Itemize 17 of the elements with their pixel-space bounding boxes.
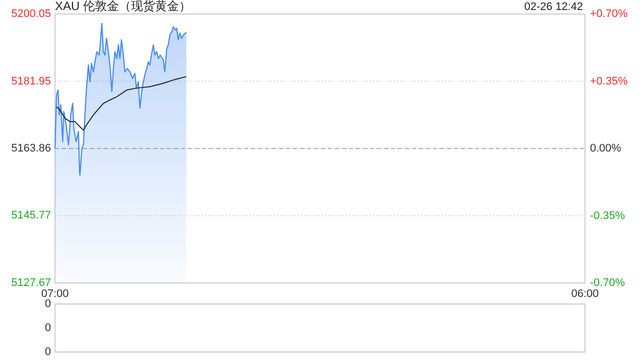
y-tick-label: 5200.05 (11, 8, 51, 20)
chart-subtitle: 02-26 12:42 (524, 1, 583, 13)
y2-tick-label: 0.00% (590, 142, 622, 154)
x-tick-label: 07:00 (41, 288, 69, 300)
y2-tick-label: -0.70% (590, 277, 626, 289)
y2-tick-label: +0.35% (590, 75, 628, 88)
chart-title: XAU 伦敦金（现货黄金） (55, 0, 192, 13)
text: 0 (44, 346, 51, 358)
text: 0 (44, 298, 51, 310)
y-tick-label: 5181.95 (11, 75, 51, 88)
y-tick-label: 5127.67 (11, 277, 51, 289)
y2-tick-label: -0.35% (590, 210, 626, 222)
y-tick-label: 5163.86 (11, 142, 51, 154)
y2-tick-label: +0.70% (590, 8, 628, 20)
y-tick-label: 5145.77 (11, 210, 51, 222)
text: 0 (44, 322, 51, 334)
x-tick-label: 06:00 (571, 288, 599, 300)
